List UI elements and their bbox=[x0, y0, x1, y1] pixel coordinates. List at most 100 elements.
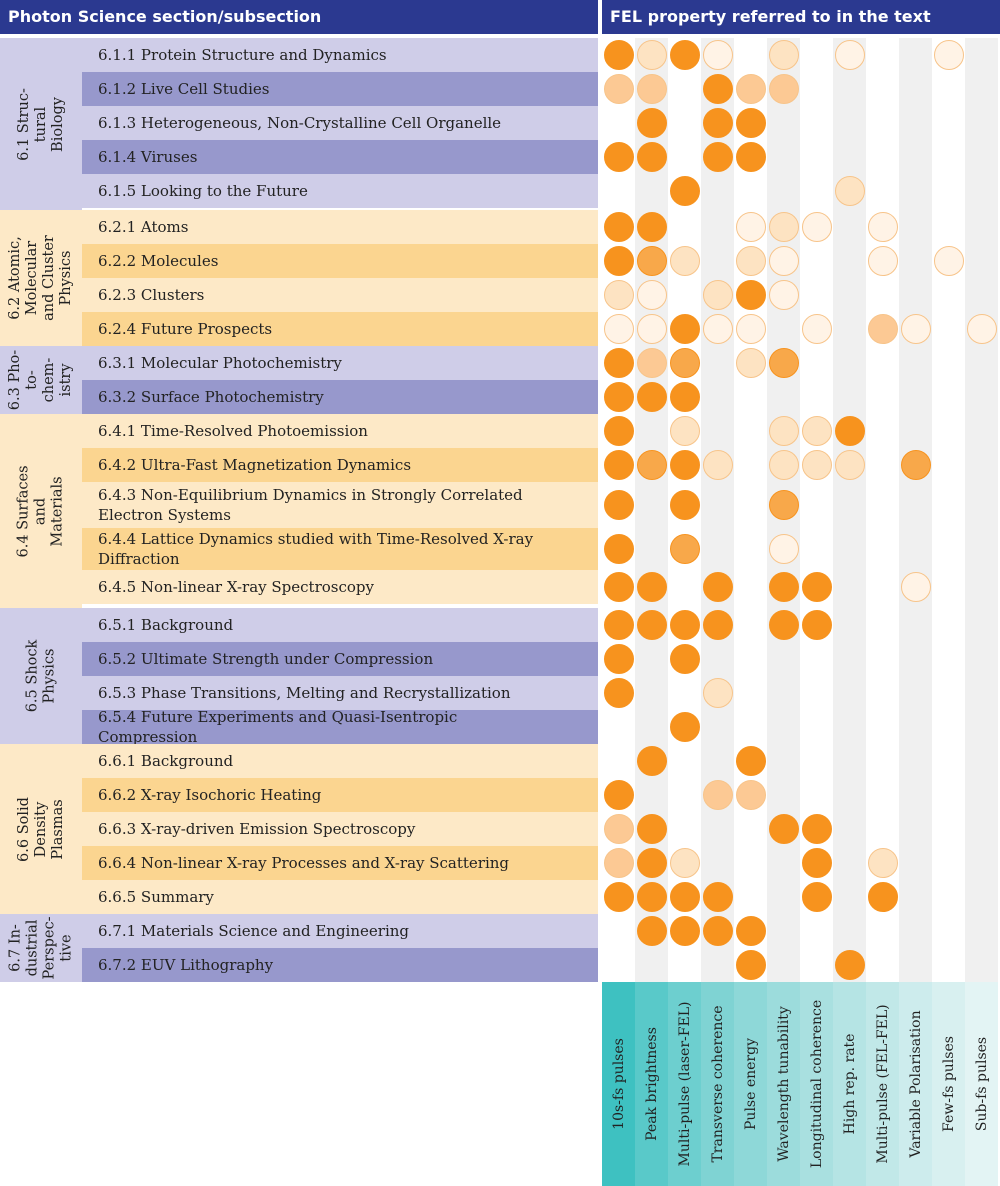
property-dot bbox=[669, 644, 700, 674]
section-label-text: 6.4 Surfaces and Materials bbox=[15, 464, 66, 558]
property-legend-item: Variable Polarisation bbox=[899, 982, 932, 1186]
property-dot bbox=[669, 848, 700, 878]
property-label: Pulse energy bbox=[742, 1038, 759, 1130]
property-dot bbox=[636, 212, 667, 242]
property-dot bbox=[603, 490, 634, 520]
property-dot bbox=[636, 814, 667, 844]
property-dot bbox=[735, 916, 766, 946]
subsection-row: 6.6.5 Summary bbox=[82, 880, 598, 914]
property-dot bbox=[603, 848, 634, 878]
property-dot bbox=[603, 74, 634, 104]
property-label: Longitudinal coherence bbox=[808, 999, 825, 1169]
property-dot bbox=[603, 572, 634, 602]
property-dot bbox=[933, 40, 964, 70]
property-dot bbox=[603, 882, 634, 912]
property-dot bbox=[900, 314, 931, 344]
subsection-row: 6.6.1 Background bbox=[82, 744, 598, 778]
property-column-header: FEL property referred to in the text bbox=[602, 0, 1000, 34]
property-dot bbox=[702, 780, 733, 810]
property-dot bbox=[834, 450, 865, 480]
property-dot bbox=[801, 610, 832, 640]
property-column-stripe bbox=[965, 38, 998, 982]
subsection-row: 6.4.3 Non-Equilibrium Dynamics in Strong… bbox=[82, 482, 598, 528]
property-dot bbox=[636, 882, 667, 912]
property-dot bbox=[603, 450, 634, 480]
property-dot bbox=[735, 74, 766, 104]
property-legend-item: Multi-pulse (laser-FEL) bbox=[668, 982, 701, 1186]
property-dot bbox=[735, 348, 766, 378]
property-dot bbox=[702, 678, 733, 708]
property-dot bbox=[603, 212, 634, 242]
subsection-row: 6.4.2 Ultra-Fast Magnetization Dynamics bbox=[82, 448, 598, 482]
property-dot bbox=[603, 610, 634, 640]
subsection-row: 6.1.1 Protein Structure and Dynamics bbox=[82, 38, 598, 72]
property-dot bbox=[801, 882, 832, 912]
section-label-text: 6.3 Pho- to- chem- istry bbox=[7, 349, 74, 411]
property-legend-item: 10s-fs pulses bbox=[602, 982, 635, 1186]
property-dot bbox=[801, 814, 832, 844]
subsection-row: 6.3.1 Molecular Photochemistry bbox=[82, 346, 598, 380]
property-dot bbox=[603, 534, 634, 564]
property-legend-item: Longitudinal coherence bbox=[800, 982, 833, 1186]
property-dot bbox=[768, 534, 799, 564]
property-dot bbox=[834, 40, 865, 70]
property-label: Wavelength tunability bbox=[775, 1006, 792, 1162]
property-dot bbox=[702, 74, 733, 104]
property-dot bbox=[801, 848, 832, 878]
property-dot bbox=[801, 314, 832, 344]
property-dot bbox=[636, 108, 667, 138]
property-dot bbox=[768, 416, 799, 446]
section-label: 6.4 Surfaces and Materials bbox=[0, 414, 82, 608]
subsection-row: 6.5.2 Ultimate Strength under Compressio… bbox=[82, 642, 598, 676]
property-label: Sub-fs pulses bbox=[973, 1036, 990, 1132]
property-dot bbox=[834, 176, 865, 206]
property-dot bbox=[768, 212, 799, 242]
property-dot bbox=[636, 450, 667, 480]
property-dot bbox=[636, 246, 667, 276]
property-dot bbox=[702, 450, 733, 480]
section-label-text: 6.2 Atomic, Molecular and Cluster Physic… bbox=[7, 235, 75, 321]
property-dot bbox=[867, 246, 898, 276]
section-column-header: Photon Science section/subsection bbox=[0, 0, 598, 34]
property-legend-item: Peak brightness bbox=[635, 982, 668, 1186]
property-dot bbox=[702, 40, 733, 70]
property-dot bbox=[735, 280, 766, 310]
property-legend-item: Few-fs pulses bbox=[932, 982, 965, 1186]
property-dot bbox=[834, 416, 865, 446]
property-label: Few-fs pulses bbox=[940, 1036, 957, 1132]
property-dot bbox=[636, 348, 667, 378]
property-dot bbox=[966, 314, 997, 344]
property-dot bbox=[768, 348, 799, 378]
property-dot bbox=[603, 280, 634, 310]
property-dot bbox=[669, 416, 700, 446]
property-dot bbox=[636, 610, 667, 640]
property-dot bbox=[702, 142, 733, 172]
section-label-text: 6.1 Struc- tural Biology bbox=[15, 87, 66, 161]
property-dot bbox=[867, 314, 898, 344]
subsection-row: 6.3.2 Surface Photochemistry bbox=[82, 380, 598, 414]
subsection-row: 6.6.4 Non-linear X-ray Processes and X-r… bbox=[82, 846, 598, 880]
property-dot bbox=[768, 74, 799, 104]
property-label: Peak brightness bbox=[643, 1027, 660, 1141]
section-label: 6.1 Struc- tural Biology bbox=[0, 38, 82, 210]
property-dot bbox=[669, 534, 700, 564]
section-label: 6.6 Solid Density Plasmas bbox=[0, 744, 82, 914]
subsection-row: 6.6.3 X-ray-driven Emission Spectroscopy bbox=[82, 812, 598, 846]
property-column-stripe bbox=[734, 38, 767, 982]
property-dot bbox=[603, 780, 634, 810]
property-dot bbox=[669, 490, 700, 520]
property-dot bbox=[636, 280, 667, 310]
property-dot bbox=[603, 644, 634, 674]
subsection-row: 6.2.3 Clusters bbox=[82, 278, 598, 312]
property-dot bbox=[669, 610, 700, 640]
property-dot bbox=[933, 246, 964, 276]
property-label: 10s-fs pulses bbox=[610, 1038, 627, 1130]
property-dot bbox=[768, 610, 799, 640]
subsection-row: 6.1.3 Heterogeneous, Non-Crystalline Cel… bbox=[82, 106, 598, 140]
subsection-row: 6.2.4 Future Prospects bbox=[82, 312, 598, 346]
property-dot bbox=[735, 314, 766, 344]
property-label: Multi-pulse (laser-FEL) bbox=[676, 1001, 693, 1167]
property-legend-item: High rep. rate bbox=[833, 982, 866, 1186]
property-dot bbox=[735, 950, 766, 980]
property-dot bbox=[669, 348, 700, 378]
